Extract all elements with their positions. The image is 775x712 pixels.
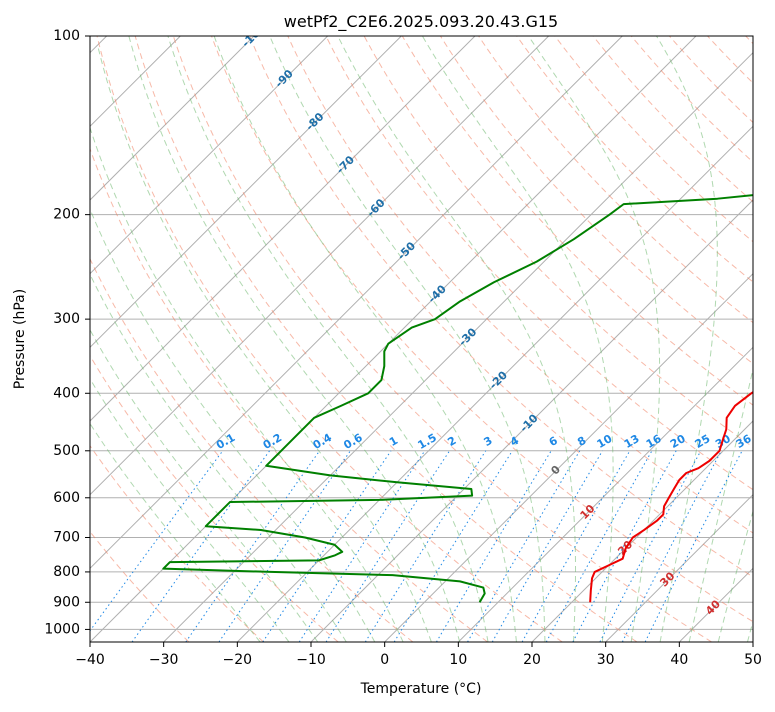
- y-axis: 100 200 300 400 500 600 700 800 900 1000: [44, 28, 90, 637]
- x-tick-label: −20: [223, 652, 253, 668]
- y-tick-label: 800: [53, 564, 80, 580]
- y-tick-label: 500: [53, 443, 80, 459]
- x-axis-label: Temperature (°C): [360, 681, 482, 697]
- x-tick-label: −10: [296, 652, 326, 668]
- y-tick-label: 300: [53, 311, 80, 327]
- y-tick-label: 100: [53, 28, 80, 44]
- isotherm: [753, 36, 775, 642]
- x-tick-label: −30: [149, 652, 179, 668]
- chart-title: wetPf2_C2E6.2025.093.20.43.G15: [284, 12, 558, 32]
- y-tick-label: 400: [53, 385, 80, 401]
- x-tick-label: −40: [75, 652, 105, 668]
- y-tick-label: 700: [53, 530, 80, 546]
- x-tick-label: 50: [744, 652, 762, 668]
- y-axis-label: Pressure (hPa): [12, 289, 28, 389]
- plot-background: [90, 36, 753, 642]
- x-tick-label: 10: [449, 652, 467, 668]
- x-tick-label: 20: [523, 652, 541, 668]
- y-tick-label: 200: [53, 207, 80, 223]
- x-tick-label: 40: [670, 652, 688, 668]
- y-tick-label: 1000: [44, 621, 80, 637]
- x-tick-label: 0: [380, 652, 389, 668]
- x-tick-label: 30: [597, 652, 615, 668]
- x-axis: −40 −30 −20 −10 0 10 20 30 40 50: [75, 642, 762, 668]
- y-tick-label: 900: [53, 594, 80, 610]
- y-tick-label: 600: [53, 490, 80, 506]
